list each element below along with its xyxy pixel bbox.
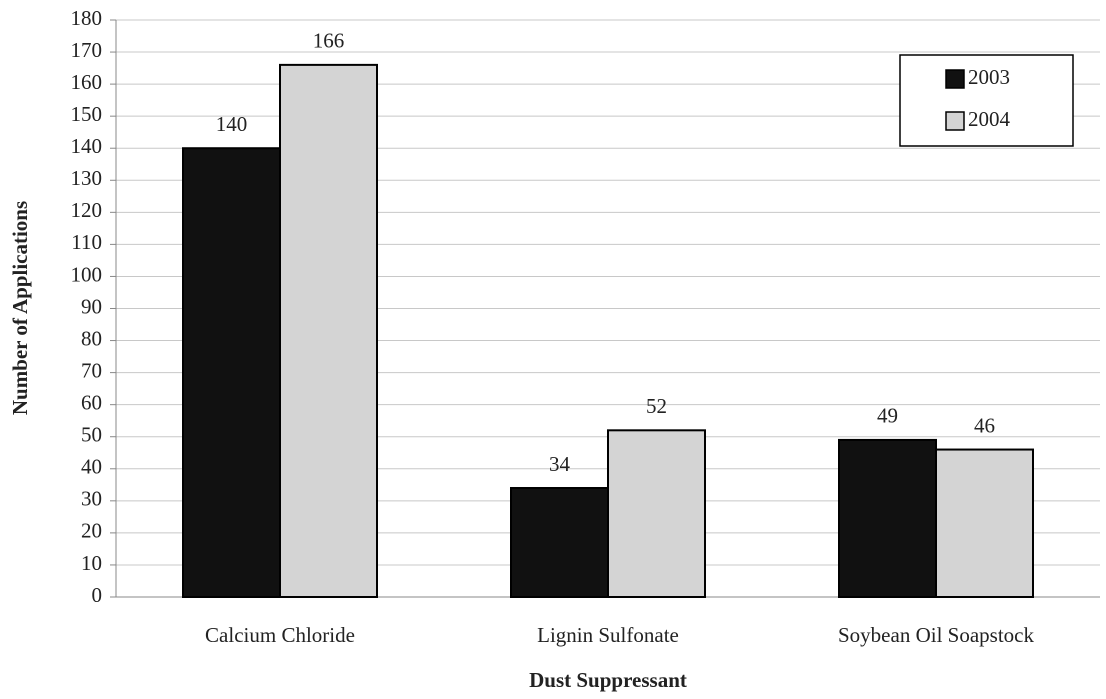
- value-label: 140: [216, 112, 248, 136]
- y-tick-label: 150: [71, 102, 103, 126]
- bar: [510, 487, 609, 598]
- legend-label: 2003: [968, 65, 1010, 89]
- value-label: 49: [877, 404, 898, 428]
- y-tick-label: 60: [81, 390, 102, 414]
- y-tick-label: 20: [81, 519, 102, 543]
- y-tick-label: 50: [81, 423, 102, 447]
- y-tick-label: 10: [81, 551, 102, 575]
- y-tick-label: 170: [71, 38, 103, 62]
- bar: [182, 147, 281, 598]
- y-tick-label: 80: [81, 326, 102, 350]
- bar: [279, 63, 378, 598]
- y-tick-label: 30: [81, 487, 102, 511]
- value-label: 52: [646, 394, 667, 418]
- y-tick-label: 160: [71, 70, 103, 94]
- value-label: 46: [974, 413, 995, 437]
- value-label: 166: [313, 29, 345, 53]
- x-tick-label: Calcium Chloride: [205, 623, 355, 647]
- y-tick-label: 180: [71, 6, 103, 30]
- legend-label: 2004: [968, 107, 1011, 131]
- x-tick-label: Lignin Sulfonate: [537, 623, 679, 647]
- y-tick-label: 90: [81, 294, 102, 318]
- y-tick-label: 100: [71, 262, 103, 286]
- y-tick-label: 130: [71, 166, 103, 190]
- bar: [935, 448, 1034, 598]
- bar: [607, 429, 706, 598]
- bar: [838, 438, 937, 598]
- y-tick-label: 120: [71, 198, 103, 222]
- x-tick-label: Soybean Oil Soapstock: [838, 623, 1034, 647]
- y-tick-label: 140: [71, 134, 103, 158]
- value-label: 34: [549, 452, 571, 476]
- legend-swatch: [945, 111, 965, 131]
- y-tick-label: 40: [81, 455, 102, 479]
- legend-swatch: [945, 69, 965, 89]
- y-axis-title: Number of Applications: [8, 201, 32, 415]
- x-axis-title: Dust Suppressant: [529, 668, 687, 692]
- y-tick-label: 110: [71, 230, 102, 254]
- y-tick-label: 0: [92, 583, 103, 607]
- legend-box: [899, 54, 1074, 147]
- y-tick-label: 70: [81, 358, 102, 382]
